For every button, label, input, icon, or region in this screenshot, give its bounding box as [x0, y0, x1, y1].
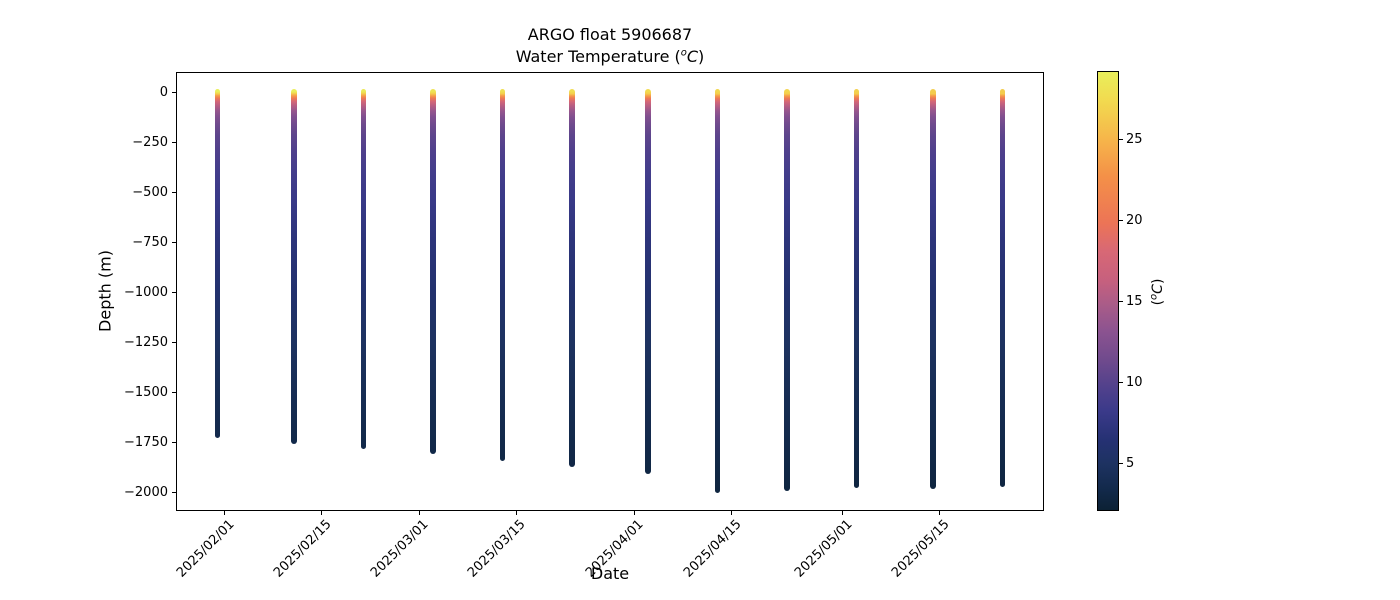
x-tick-mark [224, 511, 226, 515]
y-tick-label: −750 [132, 234, 168, 250]
profile-strip [930, 89, 936, 489]
x-tick-label: 2025/05/15 [889, 517, 1017, 581]
profile-strip [569, 89, 575, 467]
profile-strip [999, 89, 1006, 487]
y-tick-label: −1250 [124, 334, 168, 350]
y-tick-mark [172, 491, 176, 493]
x-tick-mark [418, 511, 420, 515]
colorbar-tick-mark [1119, 219, 1123, 221]
x-tick-label: 2025/02/01 [174, 517, 302, 581]
colorbar-tick-mark [1119, 382, 1123, 384]
y-tick-label: −1000 [124, 284, 168, 300]
profile-strip [645, 89, 651, 474]
x-tick-label: 2025/05/01 [792, 517, 920, 581]
profile-strip [214, 89, 221, 438]
x-tick-label: 2025/03/15 [465, 517, 593, 581]
y-tick-mark [172, 91, 176, 93]
y-tick-label: −2000 [124, 484, 168, 500]
profile-strip [360, 89, 367, 449]
colorbar-tick-label: 15 [1126, 294, 1143, 310]
colorbar-label-open-paren: ( [1150, 299, 1166, 306]
y-tick-label: −1750 [124, 434, 168, 450]
x-tick-label: 2025/03/01 [368, 517, 496, 581]
subtitle-unit: C [686, 47, 699, 66]
y-tick-mark [172, 341, 176, 343]
colorbar-tick-label: 25 [1126, 131, 1143, 147]
y-tick-label: −250 [132, 134, 168, 150]
profile-strip [714, 89, 721, 493]
chart-subtitle: Water Temperature (oC) [176, 47, 1044, 66]
colorbar-tick-mark [1119, 463, 1123, 465]
chart-title: ARGO float 5906687 [527, 25, 693, 44]
y-tick-mark [172, 391, 176, 393]
profile-strip [291, 89, 297, 444]
y-tick-label: −500 [132, 184, 168, 200]
x-tick-label: 2025/04/01 [583, 517, 711, 581]
subtitle-degree-sup: o [680, 47, 687, 59]
colorbar-tick-label: 20 [1126, 212, 1143, 228]
profile-strip [784, 89, 790, 491]
x-axis-label: Date [590, 564, 630, 583]
y-tick-mark [172, 441, 176, 443]
plot-area [176, 72, 1044, 511]
y-tick-mark [172, 291, 176, 293]
colorbar-tick-label: 10 [1126, 375, 1143, 391]
x-tick-mark [321, 511, 323, 515]
x-tick-label: 2025/04/15 [681, 517, 809, 581]
x-tick-mark [515, 511, 517, 515]
profile-strip [499, 89, 506, 461]
profile-strip [853, 89, 860, 488]
x-tick-mark [633, 511, 635, 515]
x-tick-mark [842, 511, 844, 515]
colorbar-tick-label: 5 [1126, 456, 1135, 472]
colorbar-label-close-paren: ) [1150, 278, 1166, 285]
x-tick-mark [939, 511, 941, 515]
y-tick-label: 0 [159, 84, 168, 100]
colorbar-label: (oC) [1148, 278, 1166, 306]
x-tick-label: 2025/02/15 [271, 517, 399, 581]
x-tick-label-text: 2025/02/01 [173, 517, 238, 581]
colorbar-tick-mark [1119, 138, 1123, 140]
colorbar-label-unit: C [1150, 284, 1166, 294]
y-tick-mark [172, 241, 176, 243]
colorbar [1097, 71, 1119, 511]
y-tick-mark [172, 191, 176, 193]
subtitle-text: Water Temperature ( [515, 47, 681, 66]
colorbar-tick-mark [1119, 301, 1123, 303]
colorbar-label-degree-sup: o [1148, 293, 1160, 300]
y-tick-label: −1500 [124, 384, 168, 400]
subtitle-close-paren: ) [698, 47, 705, 66]
y-tick-mark [172, 141, 176, 143]
x-tick-mark [731, 511, 733, 515]
profile-strip [430, 89, 436, 454]
